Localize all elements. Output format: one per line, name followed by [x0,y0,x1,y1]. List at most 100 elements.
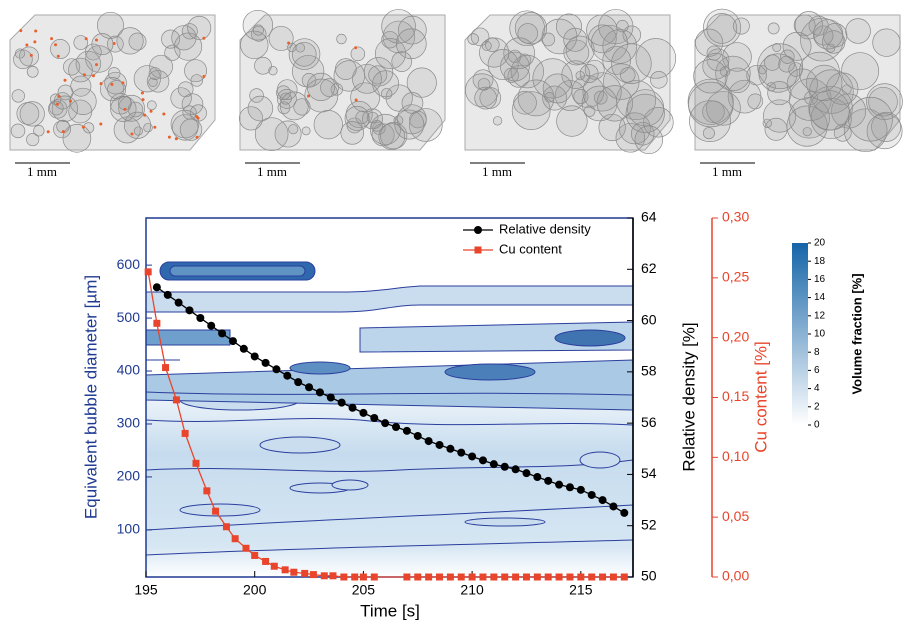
bubble [254,56,272,75]
cu-particle [63,78,67,82]
bubble [782,31,812,61]
contour-field [146,261,633,577]
bubble [11,89,25,103]
y3-tick-label: 0,00 [722,568,749,584]
bubble [288,124,299,135]
marker [446,573,454,581]
bubble [276,89,297,109]
bubble [171,25,197,51]
cu-particle [174,137,178,141]
y2-axis-label: Relative density [%] [679,322,698,471]
marker [533,472,542,481]
marker [340,573,348,581]
bubble [706,13,738,44]
marker [174,298,183,307]
marker [403,573,411,581]
bubble [732,17,750,35]
bubble [171,114,199,141]
bubble [514,12,548,45]
cu-particle [25,43,29,47]
marker [185,306,194,315]
cu-particle [307,94,311,98]
y3-tick-label: 0,10 [722,448,749,464]
cu-particle [123,107,127,111]
bubble [394,109,425,140]
colorbar-tick-label: 8 [814,347,820,358]
tomo-image: 1 mm [464,9,677,179]
bubble [872,28,901,57]
bubble [693,59,728,94]
marker [207,321,216,330]
bubble [509,10,545,47]
marker [309,571,317,579]
x-tick-label: 210 [460,582,484,598]
marker [163,290,172,299]
marker [533,573,541,581]
bubble [702,127,715,140]
bubble [406,67,437,98]
bubble [555,13,583,40]
marker [490,573,498,581]
marker [251,551,259,559]
colorbar-tick-label: 2 [814,401,820,412]
bubble [510,54,545,89]
bubble [340,121,365,145]
marker [566,573,574,581]
bubble [706,90,741,126]
bubble [19,101,45,127]
bubble [719,66,731,77]
bubble [727,79,762,114]
bubble [634,125,664,155]
marker [436,573,444,581]
bubble [821,30,846,54]
marker [242,544,250,552]
marker [609,573,617,581]
marker [294,378,303,387]
bubble [813,25,834,46]
bubble [586,14,618,46]
y2-tick-label: 54 [641,465,657,481]
y3-axis-label: Cu content [%] [751,341,770,453]
marker [414,573,422,581]
marker [620,508,629,517]
marker [250,352,259,361]
y2-tick-label: 62 [641,260,657,276]
cu-particle [143,113,147,117]
marker [544,476,553,485]
tomo-image: 1 mm [687,8,903,179]
cu-particle [141,98,145,102]
marker [512,573,520,581]
marker [305,383,314,392]
bubble [116,27,144,55]
bubble [96,11,124,39]
cu-particle [56,54,60,58]
marker [152,283,161,292]
marker [565,483,574,492]
bubble [507,65,531,88]
bubble [301,126,311,136]
bubble [268,25,294,51]
marker [413,431,422,440]
marker [222,523,230,531]
bubble [62,124,92,153]
bubble [689,100,731,142]
bubble [762,118,772,128]
x-tick-label: 215 [569,582,593,598]
cu-particle [153,125,157,129]
cu-particle [195,135,199,139]
cu-particle [99,82,103,86]
bubble [800,17,844,62]
marker [203,487,211,495]
bubble [477,78,491,91]
y2-tick-label: 58 [641,363,657,379]
bubble [345,100,373,128]
colorbar-tick-label: 4 [814,383,820,394]
bubble [866,83,903,120]
marker [599,573,607,581]
bubble [635,38,677,79]
bubble [53,92,72,110]
cu-particle [91,74,95,78]
colorbar [792,243,808,425]
bubble [334,58,357,80]
